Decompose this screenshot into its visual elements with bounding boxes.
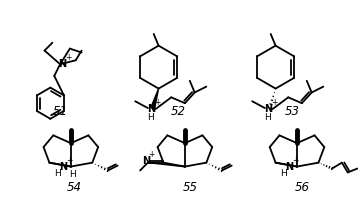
Text: 52: 52 [171,105,185,118]
Text: 56: 56 [294,181,309,194]
Text: H: H [69,170,76,179]
Text: 53: 53 [285,105,299,118]
Text: H: H [147,113,154,122]
Text: H: H [54,169,61,178]
Polygon shape [151,89,159,109]
Text: +: + [272,98,278,107]
Text: +: + [65,53,71,62]
Text: +: + [66,156,72,165]
Text: N: N [142,156,150,166]
Text: +: + [292,156,298,165]
Text: N: N [264,104,272,114]
Text: N: N [58,59,66,69]
Text: 51: 51 [53,105,68,118]
Text: H: H [280,169,287,178]
Text: H: H [264,113,271,122]
Text: 54: 54 [67,181,82,194]
Text: N: N [285,162,293,171]
Text: N: N [59,162,67,171]
Text: N: N [147,104,155,114]
Text: 55: 55 [182,181,197,194]
Text: +: + [154,98,161,107]
Text: +: + [148,150,155,159]
